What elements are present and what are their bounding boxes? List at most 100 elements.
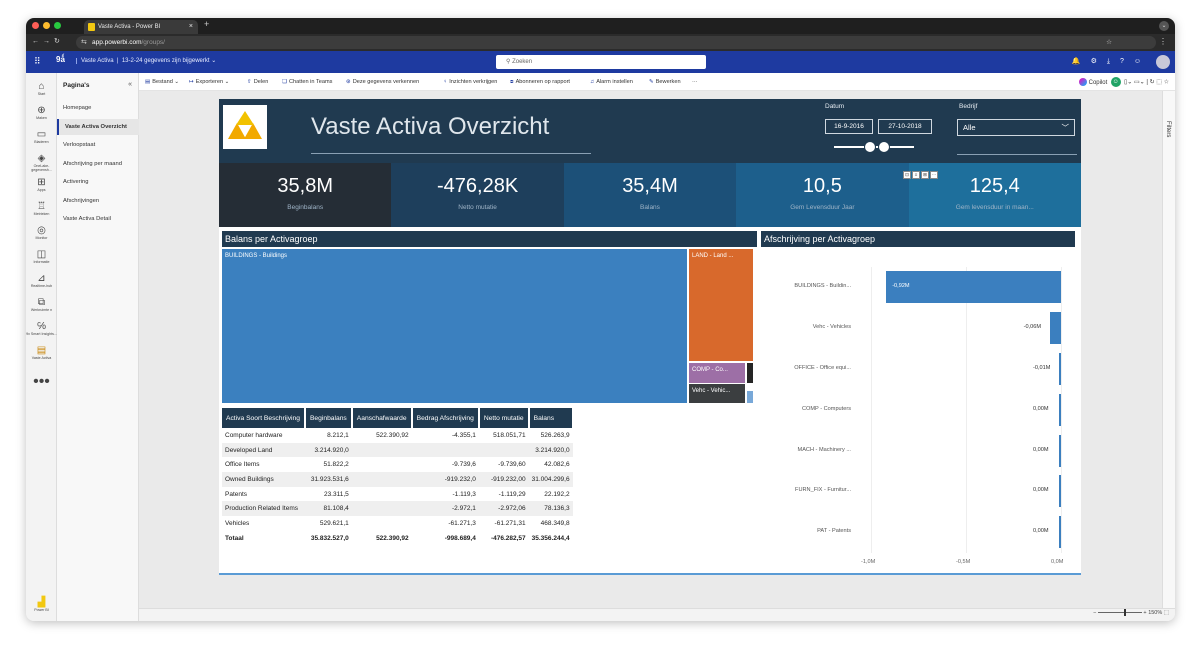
table-cell: 51.822,2 (323, 461, 349, 469)
bar-4[interactable] (1059, 434, 1061, 467)
table-row[interactable]: Patents 23.311,5 -1.119,3 -1.119,29 22.192,2 (222, 487, 573, 502)
site-info-icon[interactable]: ⇆ (81, 39, 87, 46)
rail-item-home[interactable]: ⌂ Start (26, 81, 57, 96)
url-field[interactable]: ⇆ app.powerbi.com/groups/ ☆ (76, 36, 1156, 49)
realtime-icon: ⊿ (37, 273, 46, 284)
more-options-icon[interactable]: ··· (692, 79, 698, 85)
breadcrumb[interactable]: Vaste Activa | 13-2-24 gegevens zijn bij… (74, 57, 216, 64)
slider-end-handle[interactable] (878, 141, 890, 153)
treemap-tile-other[interactable] (747, 391, 753, 403)
close-tab-icon[interactable]: × (188, 23, 193, 30)
edit-button[interactable]: ✎ Bewerken (649, 79, 681, 85)
copilot-button[interactable]: Copilot (1078, 78, 1107, 86)
kpi-card[interactable]: 35,4M Balans (563, 163, 737, 227)
table-row[interactable]: Vehicles 529.621,1 -61.271,3 -61.271,31 468.… (222, 516, 573, 531)
date-to-input[interactable]: 27-10-2018 (878, 119, 932, 134)
rail-item-report[interactable]: ▤ Vaste Activa (26, 345, 57, 360)
bar-0[interactable] (886, 271, 1061, 304)
kpi-card[interactable]: -476,28K Netto mutatie (391, 163, 564, 227)
rail-item-onelake[interactable]: ◈ OneLake-gegevensh... (26, 153, 57, 172)
column-header[interactable]: Activa Soort Beschrijving (222, 408, 306, 428)
rail-item-plus[interactable]: ⊕ Maken (26, 105, 57, 120)
search-input[interactable]: ⚲ Zoeken (496, 55, 706, 69)
app-launcher-icon[interactable]: ⠿ (34, 56, 41, 66)
page-item[interactable]: Afschrijvingen (63, 197, 100, 204)
tab-search-icon[interactable]: ⌄ (1159, 21, 1169, 31)
collapse-icon[interactable]: « (128, 81, 132, 88)
date-range-slider[interactable] (834, 141, 914, 153)
rail-item-workspaces[interactable]: ⧉ Werkruimte n (26, 297, 57, 312)
column-header[interactable]: Netto mutatie (478, 408, 530, 428)
column-header[interactable]: Balans (528, 408, 574, 428)
more-icon[interactable]: ⋯ (930, 171, 938, 179)
header-action-icons[interactable]: 🔔⚙⤓?☺ (1071, 58, 1151, 65)
treemap-tile-comp[interactable]: COMP - Co... (689, 363, 745, 383)
zoom-slider[interactable] (1097, 609, 1142, 617)
focus-mode-icon[interactable]: ⊞ (921, 171, 929, 179)
page-item[interactable]: Afschrijving per maand (63, 160, 122, 167)
pin-icon[interactable]: ⊡ (903, 171, 911, 179)
date-from-input[interactable]: 16-9-2016 (825, 119, 873, 134)
table-row[interactable]: Office Items 51.822,2 -9.739,6 -9.739,60 42.… (222, 457, 573, 472)
table-row[interactable]: Production Related Items 81.108,4 -2.972,1… (222, 501, 573, 517)
table-row[interactable]: Developed Land 3.214.920,0 3.214.920,0 (222, 442, 573, 458)
new-tab-icon[interactable]: + (204, 19, 210, 29)
filters-pane[interactable]: Filters (1162, 91, 1175, 621)
column-header[interactable]: Bedrag Afschrijving (411, 408, 480, 428)
report-page: Vaste Activa Overzicht Datum 16-9-2016 2… (219, 99, 1081, 575)
bar-3[interactable] (1059, 393, 1061, 426)
filter-icon[interactable]: ≡ (912, 171, 920, 179)
kpi-card[interactable]: 10,5 Gem Levensduur Jaar (736, 163, 909, 227)
treemap-tile-buildings[interactable]: BUILDINGS - Buildings (222, 249, 687, 403)
page-item[interactable]: Verloopstaat (63, 142, 96, 148)
bar-2[interactable] (1059, 353, 1061, 385)
slider-start-handle[interactable] (864, 141, 876, 153)
total-row[interactable]: Totaal 35.832.527,0 522.390,92 -998.689,4 -4… (222, 530, 573, 546)
rail-more-icon[interactable]: ••• (33, 373, 50, 390)
bookmark-star-icon[interactable]: ☆ (1106, 39, 1112, 46)
subscribe-button[interactable]: ⧈ Abonneren op rapport (510, 79, 570, 85)
rail-item-metrics[interactable]: ♖ Metrieken (26, 201, 57, 216)
rail-item-monitor[interactable]: ◎ Monitor (26, 225, 57, 240)
explore-data-button[interactable]: ⊛ Deze gegevens verkennen (346, 79, 420, 85)
rail-item-smart-insights[interactable]: ℅ 9x Smart Insights... (26, 321, 57, 336)
rail-item-realtime[interactable]: ⊿ Realtime-hub (26, 273, 57, 288)
table-row[interactable]: Computer hardware 8.212,1 522.390,92 -4.355… (222, 428, 573, 443)
browser-tab[interactable]: Vaste Activa - Power BI × (84, 20, 198, 34)
visual-header-icons[interactable]: ⊡ ≡ ⊞ ⋯ (903, 171, 938, 179)
bar-5[interactable] (1059, 475, 1061, 508)
avatar[interactable] (1156, 55, 1170, 69)
table-cell: 526.263,9 (540, 431, 570, 439)
rail-item-apps[interactable]: ⊞ Apps (26, 177, 57, 192)
page-item[interactable]: Vaste Activa Overzicht (57, 118, 139, 135)
bar-6[interactable] (1059, 516, 1061, 549)
treemap-tile-land[interactable]: LAND - Land ... (689, 249, 753, 361)
rail-item-learn[interactable]: ◫ Informatie (26, 249, 57, 264)
file-menu[interactable]: ▤ Bestand ⌄ (145, 79, 180, 85)
kpi-value: 10,5 (802, 175, 842, 197)
share-button[interactable]: ⇧ Delen (247, 79, 269, 85)
kpi-card[interactable]: 35,8M Beginbalans (219, 163, 392, 227)
insights-button[interactable]: ♀ Inzichten verkrijgen (443, 79, 498, 85)
treemap-tile-office[interactable] (747, 363, 753, 383)
page-item[interactable]: Vaste Activa Detail (63, 216, 111, 222)
treemap-tile-vehc[interactable]: Vehc - Vehic... (689, 384, 745, 403)
zoom-control[interactable]: − + 150% ⬚ (1093, 609, 1169, 617)
table-row[interactable]: Owned Buildings 31.923.531,6 -919.232,0 -91… (222, 472, 573, 487)
nav-buttons[interactable]: ←→↻ (32, 38, 64, 45)
page-item[interactable]: Homepage (63, 105, 92, 111)
slicer-underline (957, 154, 1077, 155)
rail-item-folder[interactable]: ▭ Bladeren (26, 129, 57, 144)
teams-button[interactable]: ❏ Chatten in Teams (282, 79, 333, 85)
column-header[interactable]: Beginbalans (304, 408, 353, 428)
company-dropdown[interactable]: Alle ﹀ (957, 119, 1075, 136)
export-menu[interactable]: ↦ Exporteren ⌄ (189, 79, 230, 85)
browser-menu-icon[interactable]: ⋮ (1159, 37, 1167, 46)
view-icons[interactable]: ▯⌄ ▭⌄ | ↻ ⬚ ☆ (1124, 79, 1169, 86)
column-header[interactable]: Aanschafwaarde (351, 408, 413, 428)
page-item[interactable]: Activering (63, 179, 89, 185)
status-icon[interactable]: ☺ (1110, 77, 1121, 87)
alert-button[interactable]: ♫ Alarm instellen (590, 79, 633, 85)
window-controls[interactable] (32, 22, 61, 29)
bar-1[interactable] (1049, 312, 1061, 345)
